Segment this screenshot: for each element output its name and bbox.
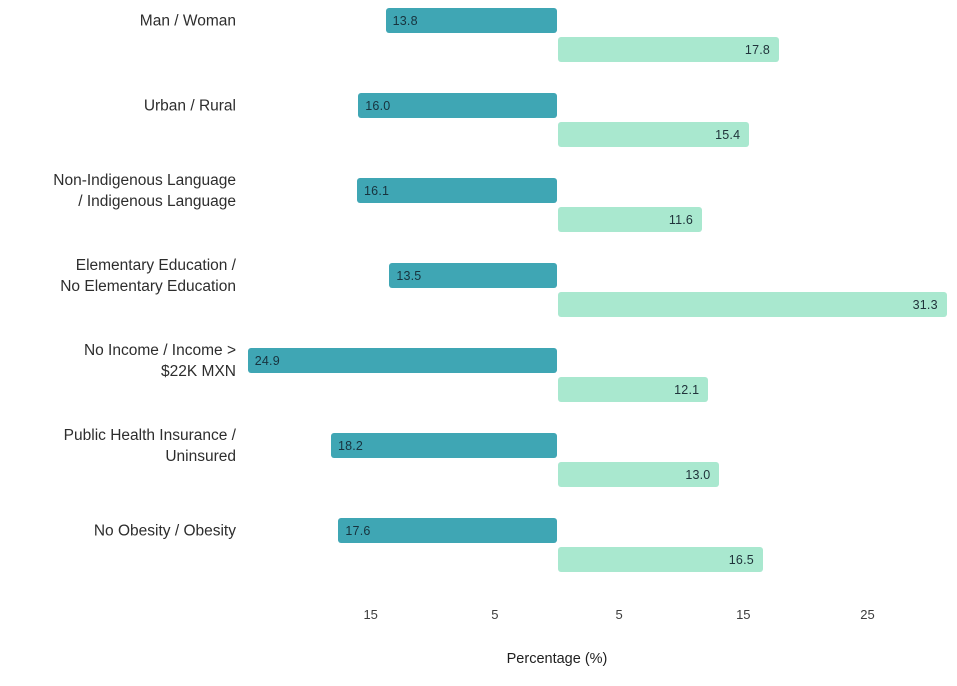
right-bar: 13.0 xyxy=(558,462,720,487)
bar-value-label: 17.8 xyxy=(744,42,771,57)
bar-value-label: 13.0 xyxy=(685,467,711,482)
left-bar: 24.9 xyxy=(247,348,557,373)
x-axis-tick-label: 25 xyxy=(860,607,875,622)
bar-value-label: 16.1 xyxy=(364,183,390,198)
left-bar: 16.0 xyxy=(358,93,557,118)
left-bar: 13.5 xyxy=(389,263,557,288)
bar-value-label: 31.3 xyxy=(912,297,938,312)
bar-value-label: 16.5 xyxy=(728,552,754,567)
right-bar: 17.8 xyxy=(558,37,780,62)
category-label: Man / Woman xyxy=(0,10,236,31)
right-bar: 15.4 xyxy=(558,122,750,147)
category-label-line: No Obesity / Obesity xyxy=(93,522,236,539)
bar-value-label: 15.4 xyxy=(715,127,741,142)
category-label-line: Non-Indigenous Language xyxy=(53,171,236,189)
category-label-line: Urban / Rural xyxy=(143,97,236,114)
left-bar: 17.6 xyxy=(338,518,557,543)
bar-value-label: 13.8 xyxy=(392,13,418,28)
category-label: Elementary Education / No Elementary Educ… xyxy=(0,255,236,297)
category-label-line: No Income / Income > xyxy=(83,341,236,359)
left-bar: 13.8 xyxy=(385,8,557,33)
category-label-line: Elementary Education / xyxy=(75,256,236,274)
category-label-line: / Indigenous Language xyxy=(78,192,236,210)
category-label-line: Public Health Insurance / xyxy=(63,426,236,444)
category-label: Non-Indigenous Language / Indigenous Lang… xyxy=(0,170,236,212)
category-label-line: $22K MXN xyxy=(161,362,236,380)
left-bar: 18.2 xyxy=(330,433,557,458)
x-axis-tick-label: 5 xyxy=(615,607,623,622)
category-label: No Income / Income > $22K MXN xyxy=(0,340,236,382)
category-label: Urban / Rural xyxy=(0,95,236,116)
right-bar: 31.3 xyxy=(558,292,947,317)
category-label-line: Man / Woman xyxy=(139,12,236,29)
category-label-line: Uninsured xyxy=(165,447,236,465)
x-axis-tick-label: 5 xyxy=(491,607,499,622)
right-bar: 11.6 xyxy=(558,207,703,232)
bar-value-label: 11.6 xyxy=(668,212,694,227)
bar-value-label: 18.2 xyxy=(337,438,364,453)
right-bar: 16.5 xyxy=(558,547,763,572)
bar-value-label: 13.5 xyxy=(396,268,422,283)
x-axis-title: Percentage (%) xyxy=(506,651,608,667)
category-label-line: No Elementary Education xyxy=(60,277,236,295)
bar-value-label: 12.1 xyxy=(674,382,700,397)
x-axis-tick-label: 15 xyxy=(736,607,751,622)
category-label: No Obesity / Obesity xyxy=(0,520,236,541)
x-axis-tick-label: 15 xyxy=(363,607,378,622)
bar-value-label: 24.9 xyxy=(254,353,280,368)
right-bar: 12.1 xyxy=(558,377,709,402)
category-label: Public Health Insurance / Uninsured xyxy=(0,425,236,467)
left-bar: 16.1 xyxy=(357,178,557,203)
bar-value-label: 17.6 xyxy=(345,523,371,538)
bar-value-label: 16.0 xyxy=(365,98,391,113)
